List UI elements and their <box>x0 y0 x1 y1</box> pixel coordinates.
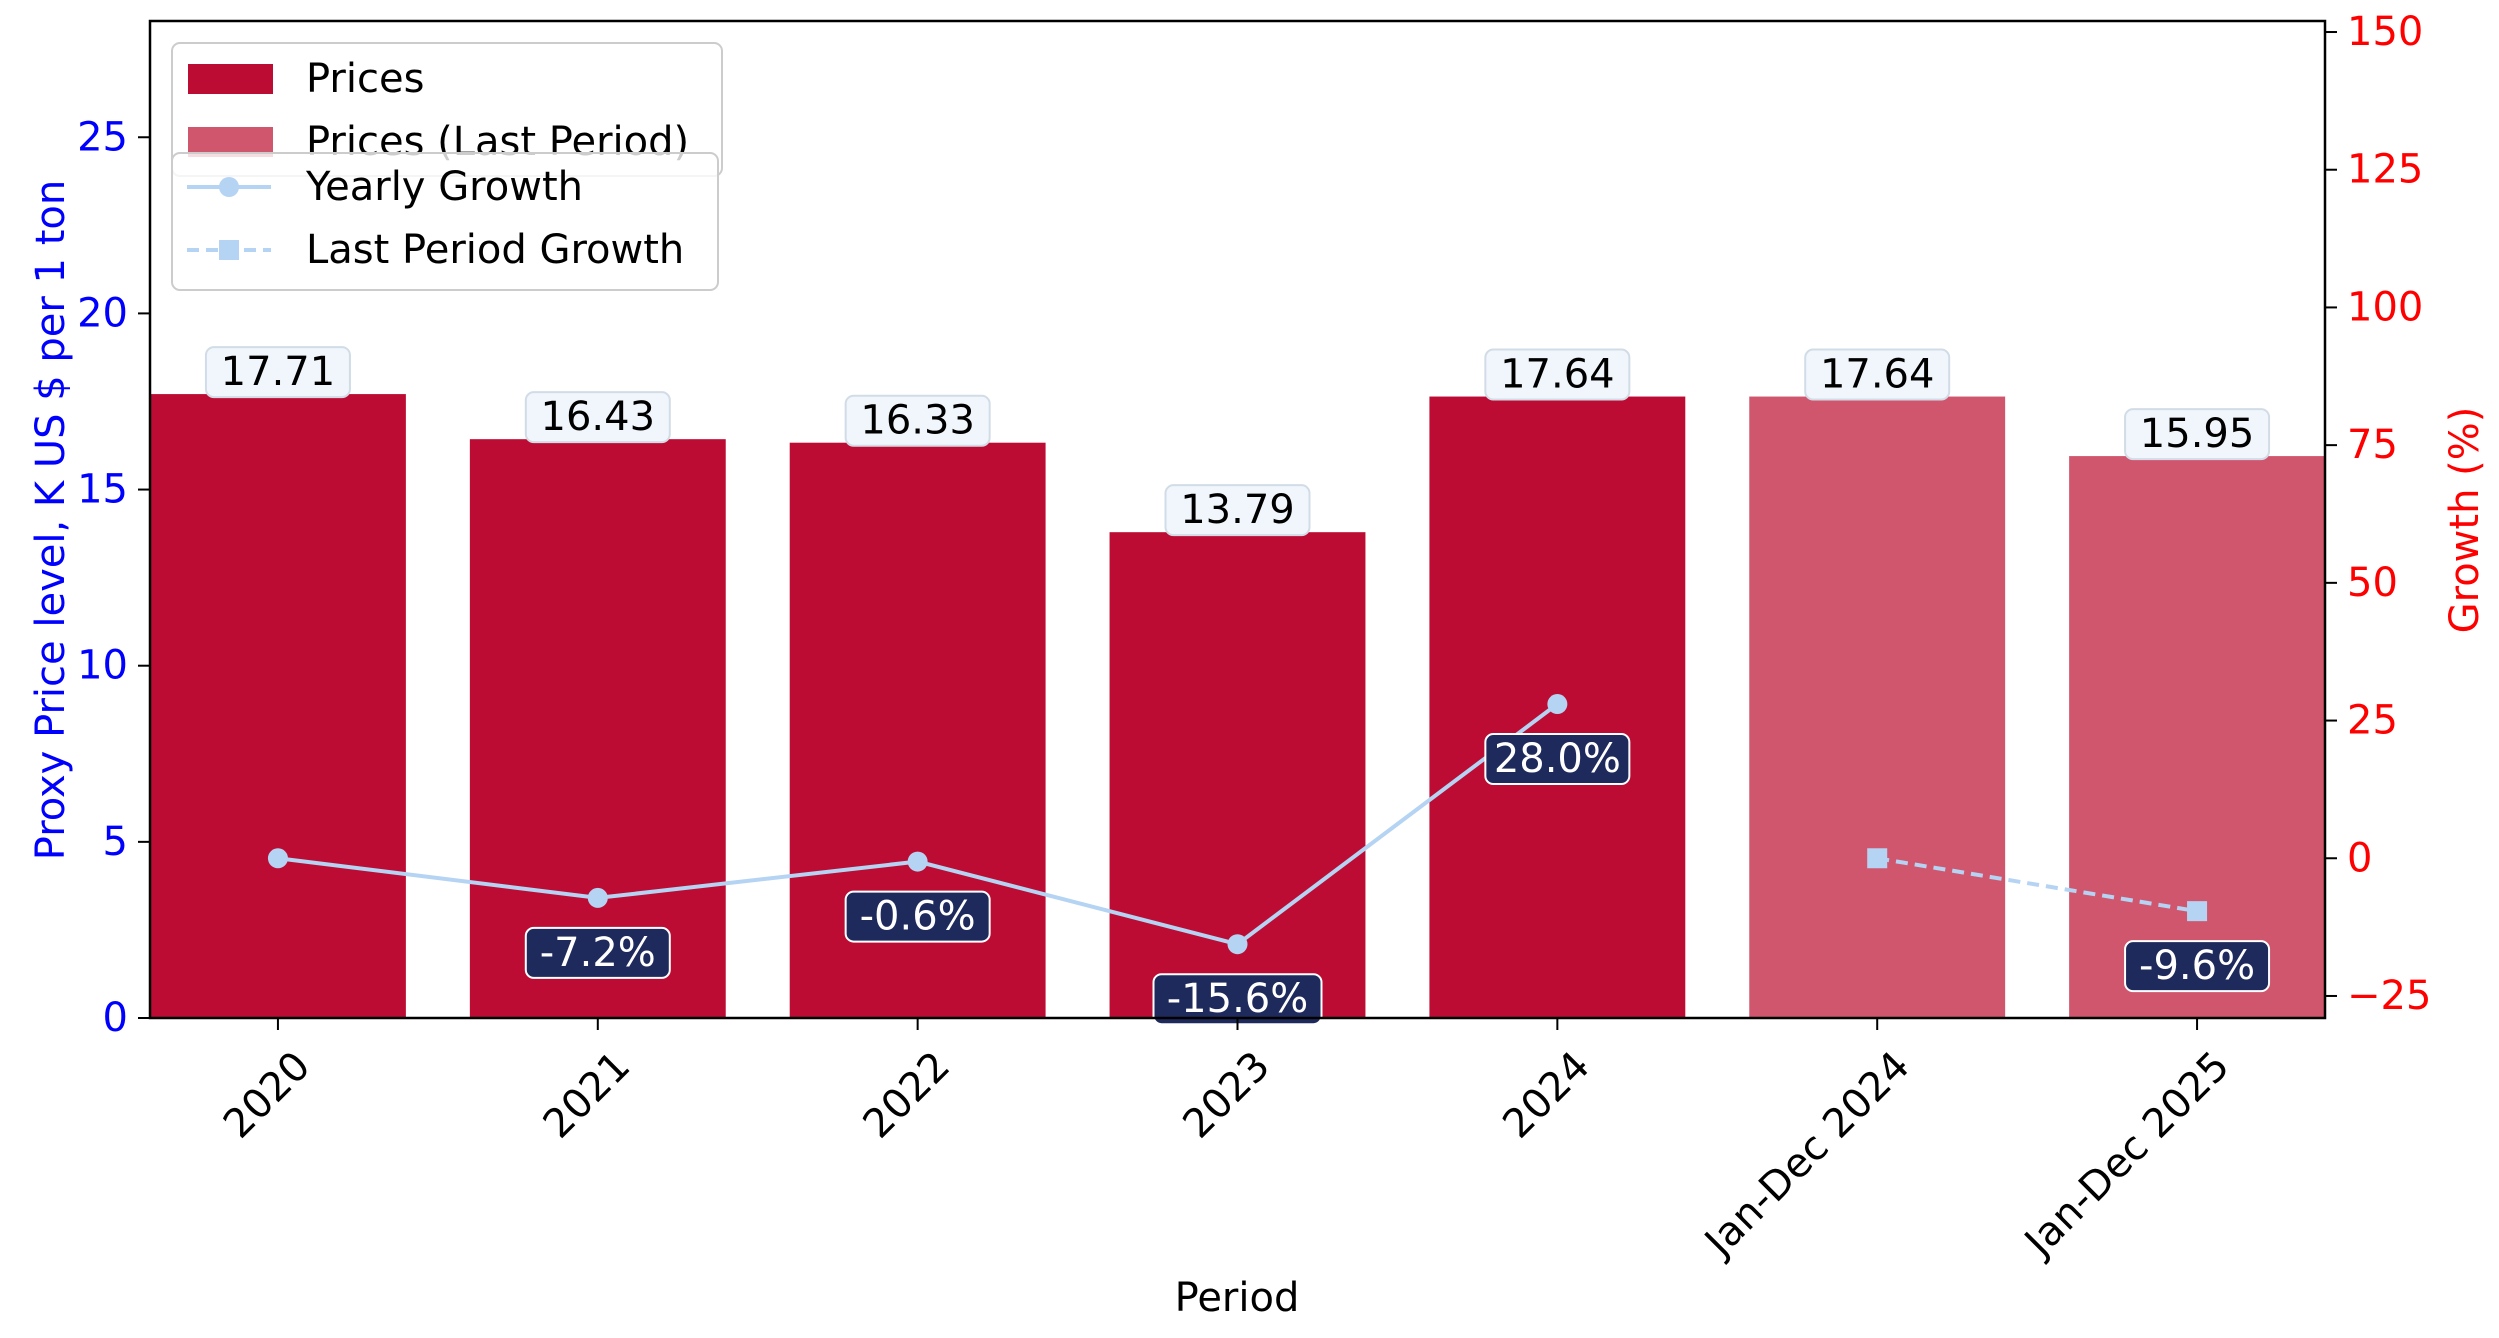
x-tick-label-2021: 2021 <box>535 1043 640 1148</box>
y-right-tick-label-4: 75 <box>2347 422 2398 468</box>
growth-label-2021-box <box>524 926 671 979</box>
growth-label-2021-text: -7.2% <box>540 930 656 976</box>
bar-jan-dec-2025 <box>2069 456 2325 1019</box>
bar-label-jan-dec-2025: 15.95 <box>2124 408 2271 461</box>
x-axis-label: Period <box>1175 1275 1300 1321</box>
marker-last-period-growth-jan-dec-2024 <box>1867 848 1888 869</box>
bar-label-2023-text: 13.79 <box>1180 487 1295 533</box>
bar-label-2023: 13.79 <box>1164 484 1311 537</box>
x-tick-label-jan-dec-2025: Jan-Dec 2025 <box>2014 1043 2238 1267</box>
y-left-tick-label-20: 20 <box>77 290 128 336</box>
growth-label-2021: -7.2% <box>524 926 671 979</box>
bar-label-2021-text: 16.43 <box>541 394 656 440</box>
y-right-tick-label-7: 150 <box>2347 9 2423 55</box>
legend-label-last-period-growth: Last Period Growth <box>306 227 684 273</box>
y-axis-left-label: Proxy Price level, K US $ per 1 ton <box>28 180 74 860</box>
y-right-tick-label-5: 100 <box>2347 284 2423 330</box>
legend-marker-last-period-growth <box>219 240 239 260</box>
marker-yearly-growth-2020 <box>267 848 288 869</box>
growth-label-2023-text: -15.6% <box>1167 976 1309 1022</box>
bar-jan-dec-2024 <box>1749 396 2006 1018</box>
y-left-tick-label-5: 5 <box>103 819 128 865</box>
bar-label-2024-box <box>1484 348 1631 401</box>
legend-label-yearly-growth: Yearly Growth <box>305 164 583 210</box>
data-labels-layer: 17.71 16.43 16.33 13.79 17.64 17.64 15.95 -7.2%… <box>204 346 2271 1026</box>
bar-label-jan-dec-2024: 17.64 <box>1804 348 1951 401</box>
legend-frame-growth <box>171 152 719 291</box>
legend-growth: Yearly Growth Last Period Growth <box>171 152 719 291</box>
bar-label-jan-dec-2024-text: 17.64 <box>1820 352 1935 398</box>
growth-label-2023: -15.6% <box>1152 973 1323 1026</box>
y-right-tick-label-0: −25 <box>2347 973 2431 1019</box>
bar-label-2022-box <box>844 394 991 447</box>
y-axis-right-label: Growth (%) <box>2442 407 2488 634</box>
x-tick-label-2022: 2022 <box>855 1043 960 1148</box>
marker-yearly-growth-2022 <box>907 851 928 872</box>
bar-label-jan-dec-2025-box <box>2124 408 2271 461</box>
legend-label-prices: Prices <box>306 56 424 102</box>
bar-label-2024: 17.64 <box>1484 348 1631 401</box>
y-right-tick-label-6: 125 <box>2347 147 2423 193</box>
bar-label-2024-text: 17.64 <box>1500 352 1615 398</box>
line-last-period-growth <box>1876 856 2198 914</box>
legend-swatch-prices <box>188 64 273 94</box>
y-left-tick-label-15: 15 <box>77 467 128 513</box>
y-right-tick-label-3: 50 <box>2347 560 2398 606</box>
growth-label-2024: 28.0% <box>1484 733 1631 786</box>
bar-label-jan-dec-2025-text: 15.95 <box>2140 411 2255 457</box>
growth-label-2024-box <box>1484 733 1631 786</box>
y-right-tick-label-1: 0 <box>2347 835 2372 881</box>
bar-label-jan-dec-2024-box <box>1804 348 1951 401</box>
growth-label-jan-dec-2025-box <box>2124 940 2271 993</box>
marker-yearly-growth-2021 <box>587 887 608 908</box>
y-left-tick-label-25: 25 <box>77 114 128 160</box>
marker-yearly-growth-2024 <box>1547 694 1568 715</box>
marker-yearly-growth-2023 <box>1227 934 1248 955</box>
growth-lines-layer <box>267 694 2208 955</box>
legend-marker-yearly-growth <box>219 177 239 197</box>
bar-2020 <box>150 394 406 1018</box>
growth-label-2024-text: 28.0% <box>1494 736 1621 782</box>
bar-label-2023-box <box>1164 484 1311 537</box>
growth-label-jan-dec-2025: -9.6% <box>2124 940 2271 993</box>
growth-label-2022-box <box>844 890 991 943</box>
x-tick-label-2020: 2020 <box>215 1043 320 1148</box>
x-tick-label-jan-dec-2024: Jan-Dec 2024 <box>1694 1043 1918 1267</box>
growth-label-2022-text: -0.6% <box>860 894 976 940</box>
bar-label-2020-box <box>204 346 351 399</box>
x-tick-label-2024: 2024 <box>1494 1043 1599 1148</box>
marker-last-period-growth-jan-dec-2025 <box>2187 901 2208 922</box>
y-left-tick-label-10: 10 <box>77 643 128 689</box>
x-tick-label-2023: 2023 <box>1174 1043 1279 1148</box>
bar-label-2020-text: 17.71 <box>221 349 336 395</box>
bar-label-2020: 17.71 <box>204 346 351 399</box>
bar-label-2022-text: 16.33 <box>860 398 975 444</box>
bar-label-2021: 16.43 <box>524 391 671 444</box>
growth-label-2022: -0.6% <box>844 890 991 943</box>
y-left-tick-label-0: 0 <box>103 995 128 1041</box>
growth-label-jan-dec-2025-text: -9.6% <box>2139 943 2255 989</box>
bar-2021 <box>469 439 726 1018</box>
bar-label-2022: 16.33 <box>844 394 991 447</box>
bar-label-2021-box <box>524 391 671 444</box>
y-right-tick-label-2: 25 <box>2347 698 2398 744</box>
